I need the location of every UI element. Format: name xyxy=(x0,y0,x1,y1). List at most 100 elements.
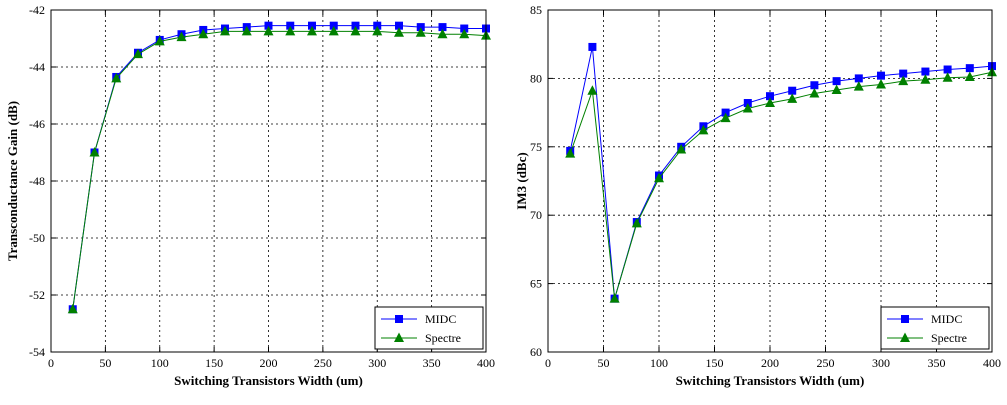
data-point xyxy=(698,124,709,135)
data-point xyxy=(898,75,909,86)
legend-marker xyxy=(395,315,403,323)
legend-item-spectre: Spectre xyxy=(381,331,461,345)
data-point xyxy=(899,69,908,78)
data-point xyxy=(372,25,383,36)
data-point xyxy=(328,25,339,36)
legend-box xyxy=(374,306,484,350)
legend-label: Spectre xyxy=(931,331,967,345)
data-point xyxy=(350,25,361,36)
y-tick-label: 80 xyxy=(530,71,542,85)
data-point xyxy=(307,25,317,36)
axes-frame xyxy=(547,9,993,353)
data-point xyxy=(609,293,620,303)
x-tick-label: 100 xyxy=(650,356,668,370)
series-line xyxy=(569,71,993,299)
data-point xyxy=(154,35,165,46)
x-tick-label: 300 xyxy=(872,356,890,370)
legend-box xyxy=(880,306,990,350)
data-point xyxy=(876,79,886,89)
x-axis-label: Switching Transistors Width (um) xyxy=(676,373,865,388)
data-point xyxy=(241,25,252,36)
series-spectre xyxy=(67,25,491,314)
data-point xyxy=(395,21,403,30)
data-point xyxy=(176,31,187,42)
x-tick-label: 250 xyxy=(817,356,835,370)
x-axis-label: Switching Transistors Width (um) xyxy=(174,373,363,388)
x-tick-label: 100 xyxy=(151,356,169,370)
data-point xyxy=(460,24,469,33)
data-point xyxy=(676,144,687,154)
data-point xyxy=(351,21,360,30)
data-point xyxy=(394,27,404,37)
chart-transconductance-gain: 0 50 100 150 200 250 300 350 400 -54 -52 -50 -48 -46 -… xyxy=(5,3,495,388)
data-point xyxy=(854,74,863,83)
data-point xyxy=(415,27,426,37)
data-point xyxy=(329,21,338,30)
data-point xyxy=(263,25,274,36)
x-tick-label: 200 xyxy=(761,356,779,370)
data-point xyxy=(787,93,798,103)
data-point xyxy=(788,86,797,95)
data-point xyxy=(198,28,209,39)
x-tick-label: 250 xyxy=(314,356,332,370)
data-point xyxy=(809,87,820,98)
x-tick-label: 400 xyxy=(477,356,495,370)
y-tick-label: -48 xyxy=(29,174,45,188)
data-point xyxy=(965,64,974,73)
data-point xyxy=(631,217,642,228)
data-point xyxy=(373,21,382,30)
data-point xyxy=(765,97,775,108)
data-point xyxy=(587,85,598,95)
x-tick-label: 150 xyxy=(706,356,724,370)
y-tick-label: 70 xyxy=(530,208,542,222)
y-tick-label: -44 xyxy=(29,60,45,74)
legend-item-midc: MIDC xyxy=(887,312,962,326)
data-point xyxy=(285,25,296,36)
data-point xyxy=(720,112,731,123)
y-tick-label: 85 xyxy=(530,3,542,17)
data-point xyxy=(831,84,842,95)
legend-item-spectre: Spectre xyxy=(887,331,967,345)
data-point xyxy=(89,147,100,157)
x-tick-label: 350 xyxy=(928,356,946,370)
data-point xyxy=(111,72,122,83)
data-point xyxy=(810,81,819,90)
x-tick-label: 400 xyxy=(983,356,1001,370)
data-point xyxy=(459,28,470,39)
data-point xyxy=(853,81,864,91)
y-tick-label: 75 xyxy=(530,140,542,154)
data-point xyxy=(264,21,273,30)
data-point xyxy=(565,148,576,158)
data-point xyxy=(964,71,975,82)
data-point xyxy=(654,172,664,183)
data-point xyxy=(921,67,930,76)
data-point xyxy=(308,21,316,30)
legend-marker xyxy=(901,315,909,323)
y-tick-label: -54 xyxy=(29,345,45,359)
x-tick-label: 200 xyxy=(260,356,278,370)
data-point xyxy=(942,72,953,82)
data-point xyxy=(438,23,447,32)
legend-marker xyxy=(900,332,910,342)
x-tick-label: 350 xyxy=(423,356,441,370)
legend: MIDC Spectre xyxy=(880,306,990,350)
legend-label: MIDC xyxy=(931,312,962,326)
series-line xyxy=(72,30,487,310)
y-tick-label: -46 xyxy=(29,117,45,131)
y-tick-label: 60 xyxy=(530,345,542,359)
legend: MIDC Spectre xyxy=(374,306,484,350)
legend-label: MIDC xyxy=(425,312,456,326)
x-tick-label: 150 xyxy=(205,356,223,370)
y-axis-label: IM3 (dBc) xyxy=(514,152,529,209)
data-point xyxy=(133,48,143,59)
legend-marker xyxy=(394,332,404,342)
data-point xyxy=(832,77,841,86)
data-point xyxy=(416,23,425,32)
data-point xyxy=(877,71,885,80)
axes-frame xyxy=(50,9,487,353)
data-point xyxy=(437,28,448,39)
data-point xyxy=(766,92,774,101)
data-point xyxy=(67,303,78,314)
y-tick-label: -50 xyxy=(29,231,45,245)
